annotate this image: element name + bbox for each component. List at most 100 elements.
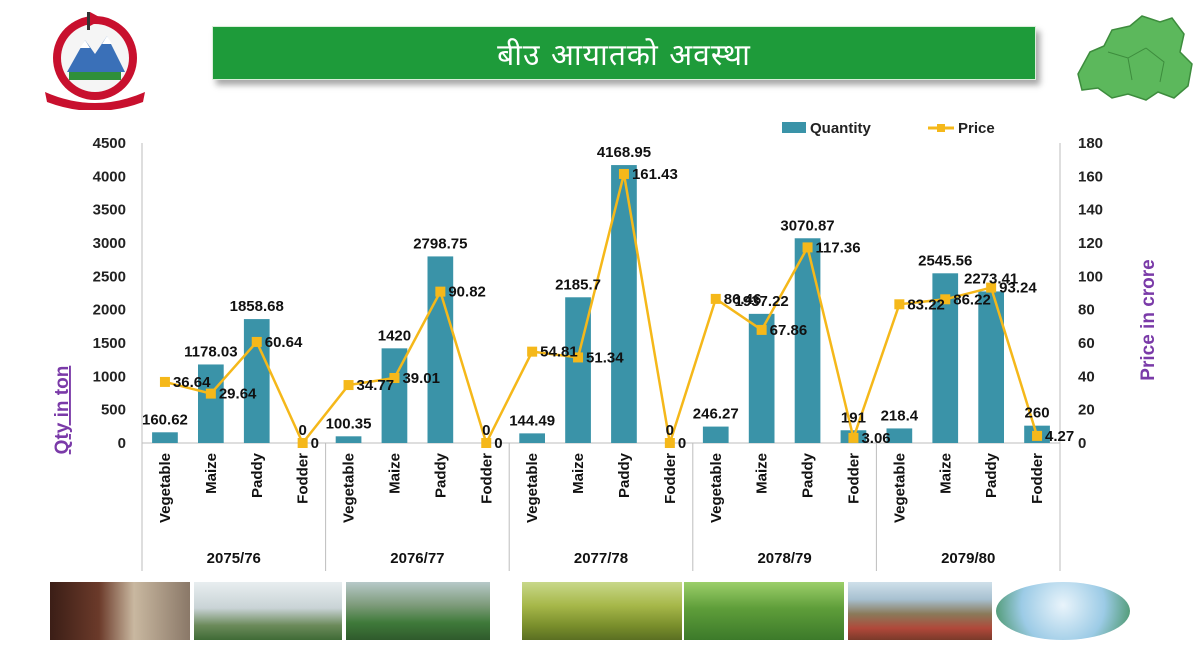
bar-quantity [152,432,178,443]
legend-price-label: Price [958,120,995,137]
point-price [389,372,400,383]
tractor-field-photo [848,582,992,640]
x-group-label: 2079/80 [941,550,995,567]
x-category-label: Maize [937,453,954,494]
x-category-label: Vegetable [157,453,174,523]
page-title: बीउ आयातको अवस्था [497,37,751,73]
point-price-label: 54.81 [540,344,578,361]
bar-quantity-label: 246.27 [693,406,739,423]
x-category-label: Fodder [295,453,312,504]
bar-quantity [702,426,729,443]
bar-quantity-label: 2185.7 [555,276,601,293]
y-tick-label: 1500 [93,335,126,352]
bar-quantity-label: 0 [482,422,490,439]
y2-axis-title: Price in crore [1138,259,1159,380]
point-price [481,438,492,448]
y2-tick-label: 160 [1078,168,1103,185]
point-price-label: 3.06 [861,430,890,447]
bar-quantity [335,436,362,443]
point-price-label: 51.34 [586,349,624,366]
x-category-label: Maize [570,453,587,494]
y2-tick-label: 40 [1078,368,1095,385]
point-price-label: 39.01 [402,370,440,387]
bar-quantity-label: 100.35 [326,415,372,432]
chart-legend: Quantity Price [782,120,995,137]
point-price-label: 0 [678,435,686,452]
maize-field-photo [684,582,844,640]
point-price [940,294,951,305]
point-price-label: 36.64 [173,374,211,391]
x-category-label: Fodder [1029,453,1046,504]
y2-tick-label: 60 [1078,335,1095,352]
y-tick-label: 2500 [93,268,126,285]
photo-strip [48,582,1148,644]
y2-tick-label: 180 [1078,135,1103,152]
bar-quantity-label: 2273.41 [964,270,1018,287]
legend-price-marker [937,124,945,132]
y2-tick-label: 80 [1078,302,1095,319]
bar-quantity-label: 1178.03 [184,343,237,360]
nepal-emblem-icon [45,12,145,110]
x-category-label: Fodder [478,453,495,504]
bar-quantity [197,364,224,443]
y-tick-label: 3500 [93,202,126,219]
x-category-label: Vegetable [341,453,358,523]
paddy-field-photo [522,582,682,640]
point-price [435,286,446,297]
greenhouse-photo [194,582,342,640]
point-price-label: 90.82 [448,284,486,301]
x-category-label: Maize [754,453,771,494]
x-category-label: Paddy [616,452,633,498]
y-tick-label: 2000 [93,302,126,319]
point-price-label: 83.22 [907,296,945,313]
point-price [1032,430,1043,441]
bar-quantity [794,238,821,443]
x-category-label: Maize [386,453,403,494]
bar-quantity-label: 191 [841,409,866,426]
bar-quantity-label: 3070.87 [780,217,834,234]
point-price [756,324,767,335]
x-category-label: Paddy [983,452,1000,498]
point-price-label: 0 [494,435,502,452]
point-price [664,438,675,448]
point-price [573,352,584,363]
bar-quantity-label: 160.62 [142,411,188,428]
y-tick-label: 4500 [93,135,126,152]
bar-quantity-label: 218.4 [881,407,919,424]
point-price [986,282,997,293]
x-category-label: Paddy [800,452,817,498]
point-price-label: 29.64 [219,386,257,403]
y2-tick-label: 0 [1078,435,1086,452]
point-price-label: 4.27 [1045,428,1074,445]
x-category-label: Paddy [432,452,449,498]
point-price-label: 60.64 [265,334,303,351]
bar-quantity-label: 260 [1025,405,1050,422]
y2-tick-label: 20 [1078,402,1095,419]
x-category-label: Paddy [249,452,266,498]
y-axis-title: Qty in ton [52,366,73,455]
x-category-label: Vegetable [891,453,908,523]
point-price [848,432,859,443]
bar-quantity [748,313,775,443]
x-category-label: Vegetable [524,453,541,523]
x-group-label: 2075/76 [207,550,261,567]
point-price [205,388,216,399]
x-category-label: Maize [203,453,220,494]
x-category-label: Fodder [662,453,679,504]
bar-quantity-label: 1858.68 [230,298,284,315]
bar-quantity [886,428,913,443]
point-price-label: 117.36 [816,239,861,256]
bar-quantity-label: 0 [666,422,674,439]
y2-tick-label: 100 [1078,268,1103,285]
province-map-icon [1077,15,1193,101]
point-price [710,293,721,304]
point-price [894,299,905,310]
bar-quantity-label: 1420 [378,327,411,344]
point-price [802,242,813,253]
x-group-label: 2077/78 [574,550,628,567]
y2-tick-label: 120 [1078,235,1103,252]
point-price [251,336,262,347]
point-price-label: 93.24 [999,280,1037,297]
bar-quantity-label: 2545.56 [918,252,972,269]
bar-quantity-label: 0 [298,422,306,439]
